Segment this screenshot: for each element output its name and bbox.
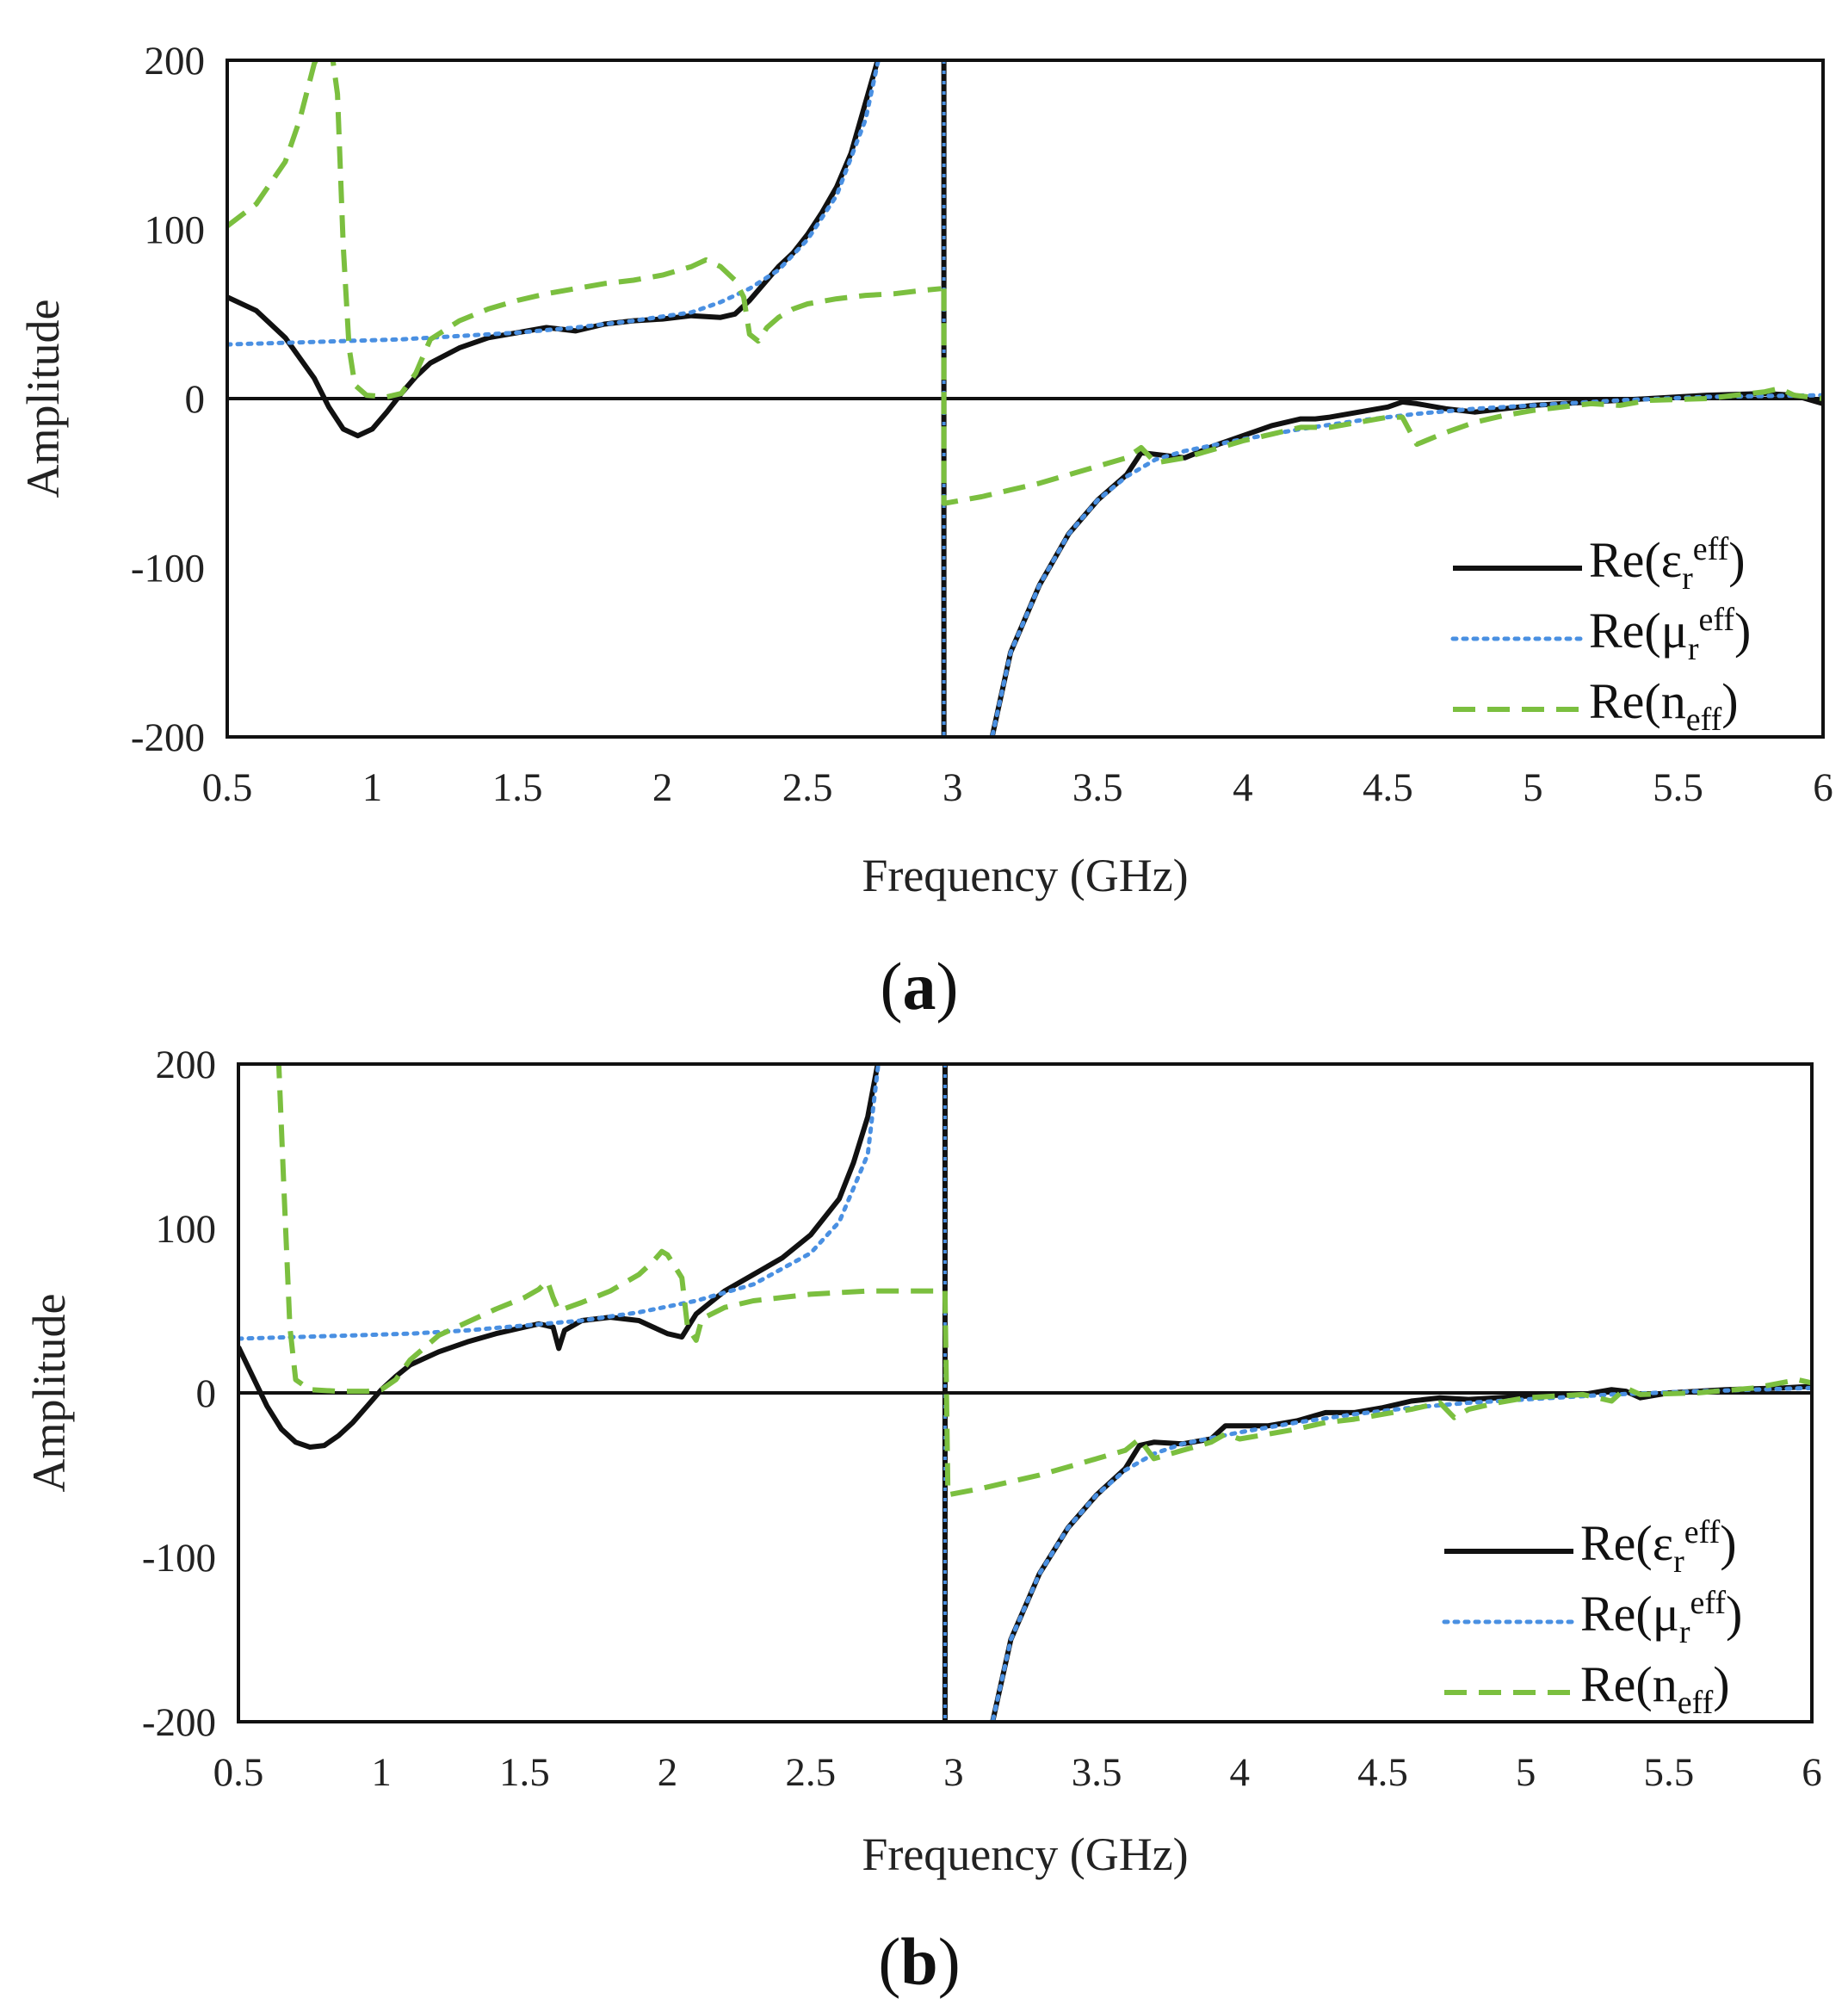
series-line-dotted-0 (238, 1064, 881, 1341)
x-tick-label: 3 (943, 1750, 964, 1795)
legend-subscript: r (1673, 1544, 1684, 1580)
legend-close: ) (1720, 1515, 1736, 1571)
panel-b-open-paren: ( (878, 1924, 900, 1999)
x-tick-label: 5 (1523, 765, 1543, 810)
x-tick-label: 0.5 (202, 765, 253, 810)
panel-a-plot-area (227, 60, 1823, 737)
x-tick-label: 0.5 (213, 1750, 264, 1795)
legend-subscript: r (1682, 560, 1693, 597)
series-line-dashed-0 (275, 1064, 943, 1395)
x-tick-label: 4.5 (1357, 1750, 1408, 1795)
x-tick-label: 4.5 (1363, 765, 1413, 810)
legend-close: ) (1726, 1586, 1742, 1642)
panel-b-y-axis-label: Amplitude (23, 1294, 75, 1493)
series-line-dotted-1 (990, 1385, 1812, 1722)
panel-b-frame (237, 1062, 1814, 1723)
legend-subscript: r (1688, 631, 1699, 667)
y-tick-label: 0 (196, 1371, 217, 1416)
series-line-solid-0 (238, 1064, 881, 1450)
x-tick-label: 3.5 (1072, 765, 1123, 810)
y-tick-label: 100 (156, 1207, 217, 1252)
legend-close: ) (1734, 603, 1751, 659)
x-tick-label: 5.5 (1643, 1750, 1694, 1795)
x-tick-label: 3.5 (1072, 1750, 1122, 1795)
x-tick-label: 4 (1230, 1750, 1251, 1795)
legend-base: Re(ε (1580, 1515, 1673, 1571)
series-line-solid-1 (990, 1383, 1812, 1722)
legend-base: Re(n (1580, 1656, 1678, 1712)
x-tick-label: 5 (1516, 1750, 1536, 1795)
y-tick-label: 0 (185, 377, 206, 422)
legend-subscript: eff (1686, 702, 1722, 738)
chart-panel-b: 200 100 0 -100 -200 0.5 1 1.5 2 2.5 3 3.5 4 4.5 5 5.5 6… (23, 1043, 1822, 1999)
y-tick-label: -100 (131, 547, 205, 591)
panel-a-y-axis-label: Amplitude (17, 300, 69, 498)
panel-b-close-paren: ) (938, 1924, 961, 1999)
legend-label: Re(neff) (1589, 673, 1739, 738)
series-line-dotted-1 (990, 393, 1823, 737)
y-tick-label: 200 (145, 39, 206, 84)
panel-a-label: (a) (881, 949, 959, 1024)
x-tick-label: 1 (371, 1750, 392, 1795)
panel-b-y-tick-labels: 200 100 0 -100 -200 (142, 1043, 216, 1745)
panel-b-label: (b) (878, 1924, 960, 1999)
legend-label: Re(μreff) (1580, 1585, 1742, 1650)
series-line-dashed-1 (941, 288, 1823, 506)
series-line-dashed-0 (227, 60, 942, 399)
y-tick-label: -100 (142, 1536, 216, 1581)
panel-b-plot-area (238, 1064, 1812, 1722)
series-line-solid-0 (227, 60, 881, 439)
legend-base: Re(μ (1589, 603, 1688, 659)
x-tick-label: 5.5 (1653, 765, 1703, 810)
panel-b-x-tick-labels: 0.5 1 1.5 2 2.5 3 3.5 4 4.5 5 5.5 6 (213, 1750, 1822, 1795)
panel-a-close-paren: ) (936, 949, 959, 1024)
panel-b-legend: Re(εreff)Re(μreff)Re(neff) (1442, 1514, 1742, 1721)
panel-b-letter: b (900, 1924, 937, 1999)
x-tick-label: 6 (1802, 1750, 1822, 1795)
y-tick-label: -200 (131, 715, 205, 760)
x-tick-label: 6 (1813, 765, 1833, 810)
x-tick-label: 3 (943, 765, 963, 810)
panel-a-x-tick-labels: 0.5 1 1.5 2 2.5 3 3.5 4 4.5 5 5.5 6 (202, 765, 1833, 810)
x-tick-label: 1.5 (499, 1750, 550, 1795)
y-tick-label: -200 (142, 1700, 216, 1745)
legend-superscript: eff (1693, 531, 1729, 567)
legend-label: Re(εreff) (1580, 1514, 1737, 1580)
x-tick-label: 1 (362, 765, 383, 810)
panel-a-letter: a (903, 949, 936, 1024)
panel-a-y-tick-labels: 200 100 0 -100 -200 (131, 39, 205, 760)
legend-superscript: eff (1684, 1514, 1721, 1550)
x-tick-label: 2.5 (785, 1750, 836, 1795)
series-line-dotted-0 (227, 60, 881, 347)
x-tick-label: 1.5 (492, 765, 543, 810)
x-tick-label: 2.5 (782, 765, 833, 810)
legend-subscript: eff (1678, 1685, 1714, 1721)
chart-panel-a: 200 100 0 -100 -200 0.5 1 1.5 2 2.5 3 3.5 4 4.5 5 5.5 6… (17, 39, 1833, 1024)
legend-label: Re(μreff) (1589, 602, 1751, 667)
legend-base: Re(μ (1580, 1586, 1679, 1642)
y-tick-label: 200 (156, 1043, 217, 1087)
panel-a-frame (226, 59, 1825, 739)
panel-a-legend: Re(εreff)Re(μreff)Re(neff) (1450, 531, 1751, 738)
legend-close: ) (1728, 532, 1745, 588)
legend-close: ) (1721, 673, 1738, 729)
legend-superscript: eff (1690, 1585, 1727, 1621)
x-tick-label: 2 (652, 765, 673, 810)
x-tick-label: 4 (1233, 765, 1253, 810)
legend-label: Re(neff) (1580, 1656, 1730, 1721)
legend-base: Re(n (1589, 673, 1686, 729)
panel-b-x-axis-label: Frequency (GHz) (862, 1828, 1188, 1880)
legend-label: Re(εreff) (1589, 531, 1746, 597)
legend-subscript: r (1679, 1614, 1690, 1650)
x-tick-label: 2 (658, 1750, 678, 1795)
panel-a-x-axis-label: Frequency (GHz) (862, 850, 1188, 901)
legend-superscript: eff (1699, 602, 1735, 638)
panel-a-open-paren: ( (881, 949, 903, 1024)
legend-close: ) (1713, 1656, 1729, 1712)
legend-base: Re(ε (1589, 532, 1682, 588)
y-tick-label: 100 (145, 208, 206, 253)
series-line-solid-1 (989, 391, 1823, 737)
